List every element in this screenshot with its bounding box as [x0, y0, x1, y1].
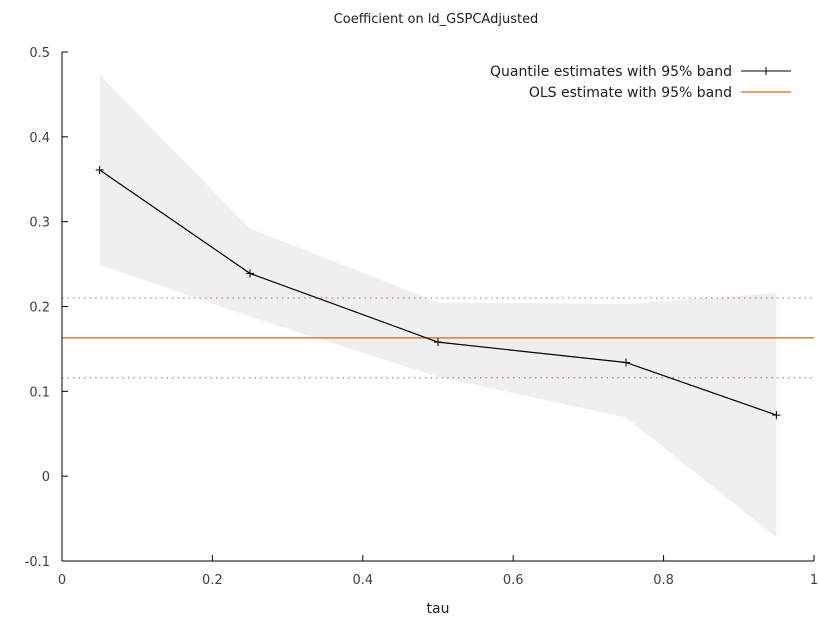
y-tick-label: 0: [42, 470, 50, 485]
x-tick-label: 0.2: [202, 573, 223, 588]
y-tick-label: 0.3: [29, 216, 50, 231]
y-tick-label: 0.2: [29, 301, 50, 316]
y-axis-ticks: -0.1 0 0.1 0.2 0.3 0.4 0.5: [25, 46, 68, 570]
y-tick-label: 0.5: [29, 46, 50, 61]
chart-title: Coefficient on ld_GSPCAdjusted: [334, 12, 539, 27]
y-tick-label: 0.4: [29, 131, 50, 146]
x-tick-label: 0: [58, 573, 66, 588]
ols-layer: [62, 297, 814, 379]
legend: Quantile estimates with 95% band OLS est…: [490, 64, 791, 101]
x-tick-label: 1: [810, 573, 818, 588]
x-axis-ticks: 0 0.2 0.4 0.6 0.8 1: [58, 555, 818, 588]
x-tick-label: 0.8: [653, 573, 674, 588]
legend-label-quantile: Quantile estimates with 95% band: [490, 64, 732, 80]
x-axis-label: tau: [427, 601, 450, 617]
quantile-layer: [95, 165, 781, 420]
x-tick-label: 0.4: [352, 573, 373, 588]
legend-label-ols: OLS estimate with 95% band: [529, 85, 732, 101]
y-tick-label: 0.1: [29, 385, 50, 400]
quantile-confidence-band: [99, 74, 777, 538]
confidence-band-layer: [99, 74, 777, 538]
x-tick-label: 0.6: [503, 573, 524, 588]
y-tick-label: -0.1: [25, 555, 50, 570]
